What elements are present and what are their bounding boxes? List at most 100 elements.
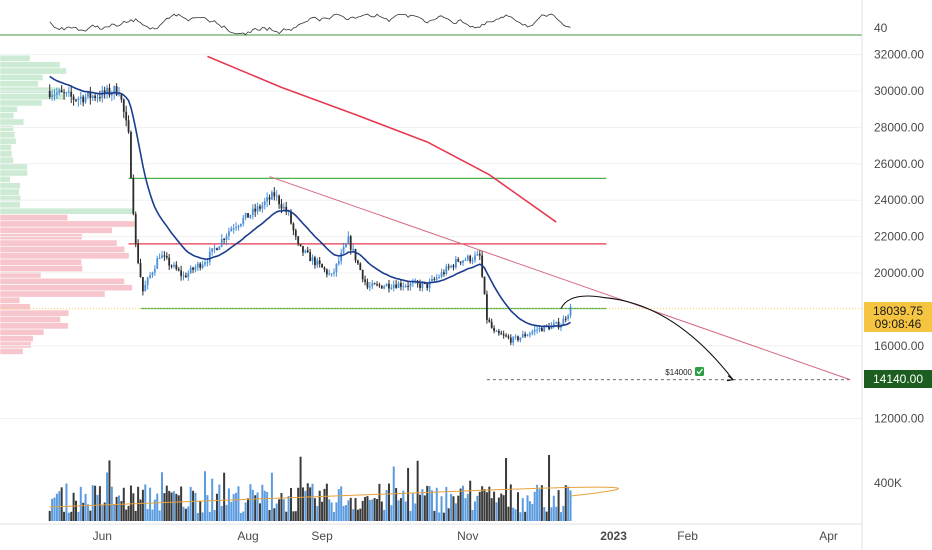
candle-body [261, 205, 264, 209]
volume-profile-row [0, 297, 21, 304]
price-axis: 32000.00 30000.00 28000.00 26000.00 24000.00… [861, 0, 924, 550]
volume-profile-row [0, 169, 28, 177]
candle-body [428, 281, 431, 289]
candle-body [459, 261, 462, 263]
candle-body [388, 283, 390, 289]
volume-bar [161, 472, 164, 521]
price-tick-label: 12000.00 [874, 412, 924, 426]
volume-profile-row [0, 214, 68, 221]
volume-bar [423, 495, 426, 521]
candle-body [378, 284, 381, 286]
candle-body [469, 255, 472, 262]
volume-bar [555, 506, 558, 521]
volume-ma-line [49, 486, 619, 508]
candle-body [259, 206, 261, 209]
candle-body [538, 327, 541, 330]
candle-body [170, 265, 173, 267]
volume-bar [89, 510, 92, 521]
candle-body [552, 323, 555, 326]
volume-bar [242, 511, 245, 521]
volume-bar [65, 483, 68, 521]
volume-bar [337, 489, 340, 521]
volume-profile-row [0, 316, 61, 323]
candle-body [244, 213, 247, 218]
volume-bar [263, 490, 266, 521]
price-badges: 18039.75 09:08:46 14140.00 40 400K [864, 21, 932, 490]
candle-body [287, 211, 290, 213]
volume-bar [299, 456, 302, 521]
candle-body [419, 283, 421, 288]
candle-body [208, 251, 211, 262]
volume-bar [192, 490, 195, 521]
volume-bar [559, 512, 562, 521]
candle-body [526, 335, 529, 337]
candle-body [478, 253, 481, 256]
volume-profile-row [0, 80, 39, 88]
candle-body [445, 266, 448, 274]
volume-profile-row [0, 290, 106, 298]
candle-body [447, 266, 450, 268]
volume-profile-row [0, 176, 11, 183]
time-tick-label: Aug [237, 529, 258, 543]
volume-bar [524, 511, 527, 521]
volume-bar [342, 505, 345, 521]
volume-bar [385, 490, 388, 521]
candle-body [237, 225, 240, 228]
volume-bar [290, 487, 293, 521]
volume-bar [313, 498, 316, 521]
candle-body [242, 217, 245, 224]
candle-body [433, 278, 436, 280]
volume-bar [373, 498, 376, 521]
candle-body [330, 273, 333, 275]
volume-bar [239, 512, 242, 521]
volume-bar [562, 505, 565, 521]
price-tick-label: 30000.00 [874, 84, 924, 98]
volume-bar [488, 486, 491, 521]
volume-bar [223, 472, 226, 521]
candle-body [509, 337, 512, 343]
candle-body [218, 246, 221, 251]
volume-bar [567, 486, 570, 521]
candle-body [454, 259, 457, 268]
candle-body [337, 261, 340, 264]
candle-body [67, 91, 70, 93]
candle-body [290, 211, 292, 224]
candle-body [151, 272, 154, 276]
candle-body [361, 269, 364, 280]
volume-bar [177, 495, 180, 521]
volume-axis-label: 400K [874, 476, 902, 490]
candle-body [199, 263, 202, 268]
volume-bar [146, 509, 149, 521]
volume-profile-row [0, 284, 133, 292]
rsi-line [49, 13, 571, 36]
volume-bar [292, 511, 295, 521]
candle-body [328, 273, 331, 275]
volume-bar [67, 512, 70, 521]
volume-bar [261, 484, 264, 521]
volume-bar [564, 485, 567, 521]
volume-bar [180, 486, 183, 521]
candle-body [165, 255, 168, 258]
candle-body [407, 285, 409, 287]
candle-body [110, 93, 113, 96]
candle-body [96, 97, 99, 99]
candle-body [490, 321, 493, 328]
candle-body [543, 325, 546, 332]
volume-bar [258, 503, 261, 521]
volume-bar [447, 508, 450, 521]
candle-body [333, 272, 335, 274]
candle-body [132, 177, 135, 214]
candle-body [75, 99, 77, 101]
volume-bar [495, 502, 498, 521]
volume-bar [399, 498, 402, 521]
candle-body [108, 87, 111, 96]
volume-bar [538, 489, 541, 521]
candle-body [273, 192, 276, 197]
volume-bar [519, 512, 522, 521]
current-price-badge [864, 302, 932, 332]
candle-body [271, 192, 273, 200]
volume-bar [172, 491, 175, 521]
volume-bar [134, 510, 137, 521]
projection-arc [560, 295, 734, 380]
